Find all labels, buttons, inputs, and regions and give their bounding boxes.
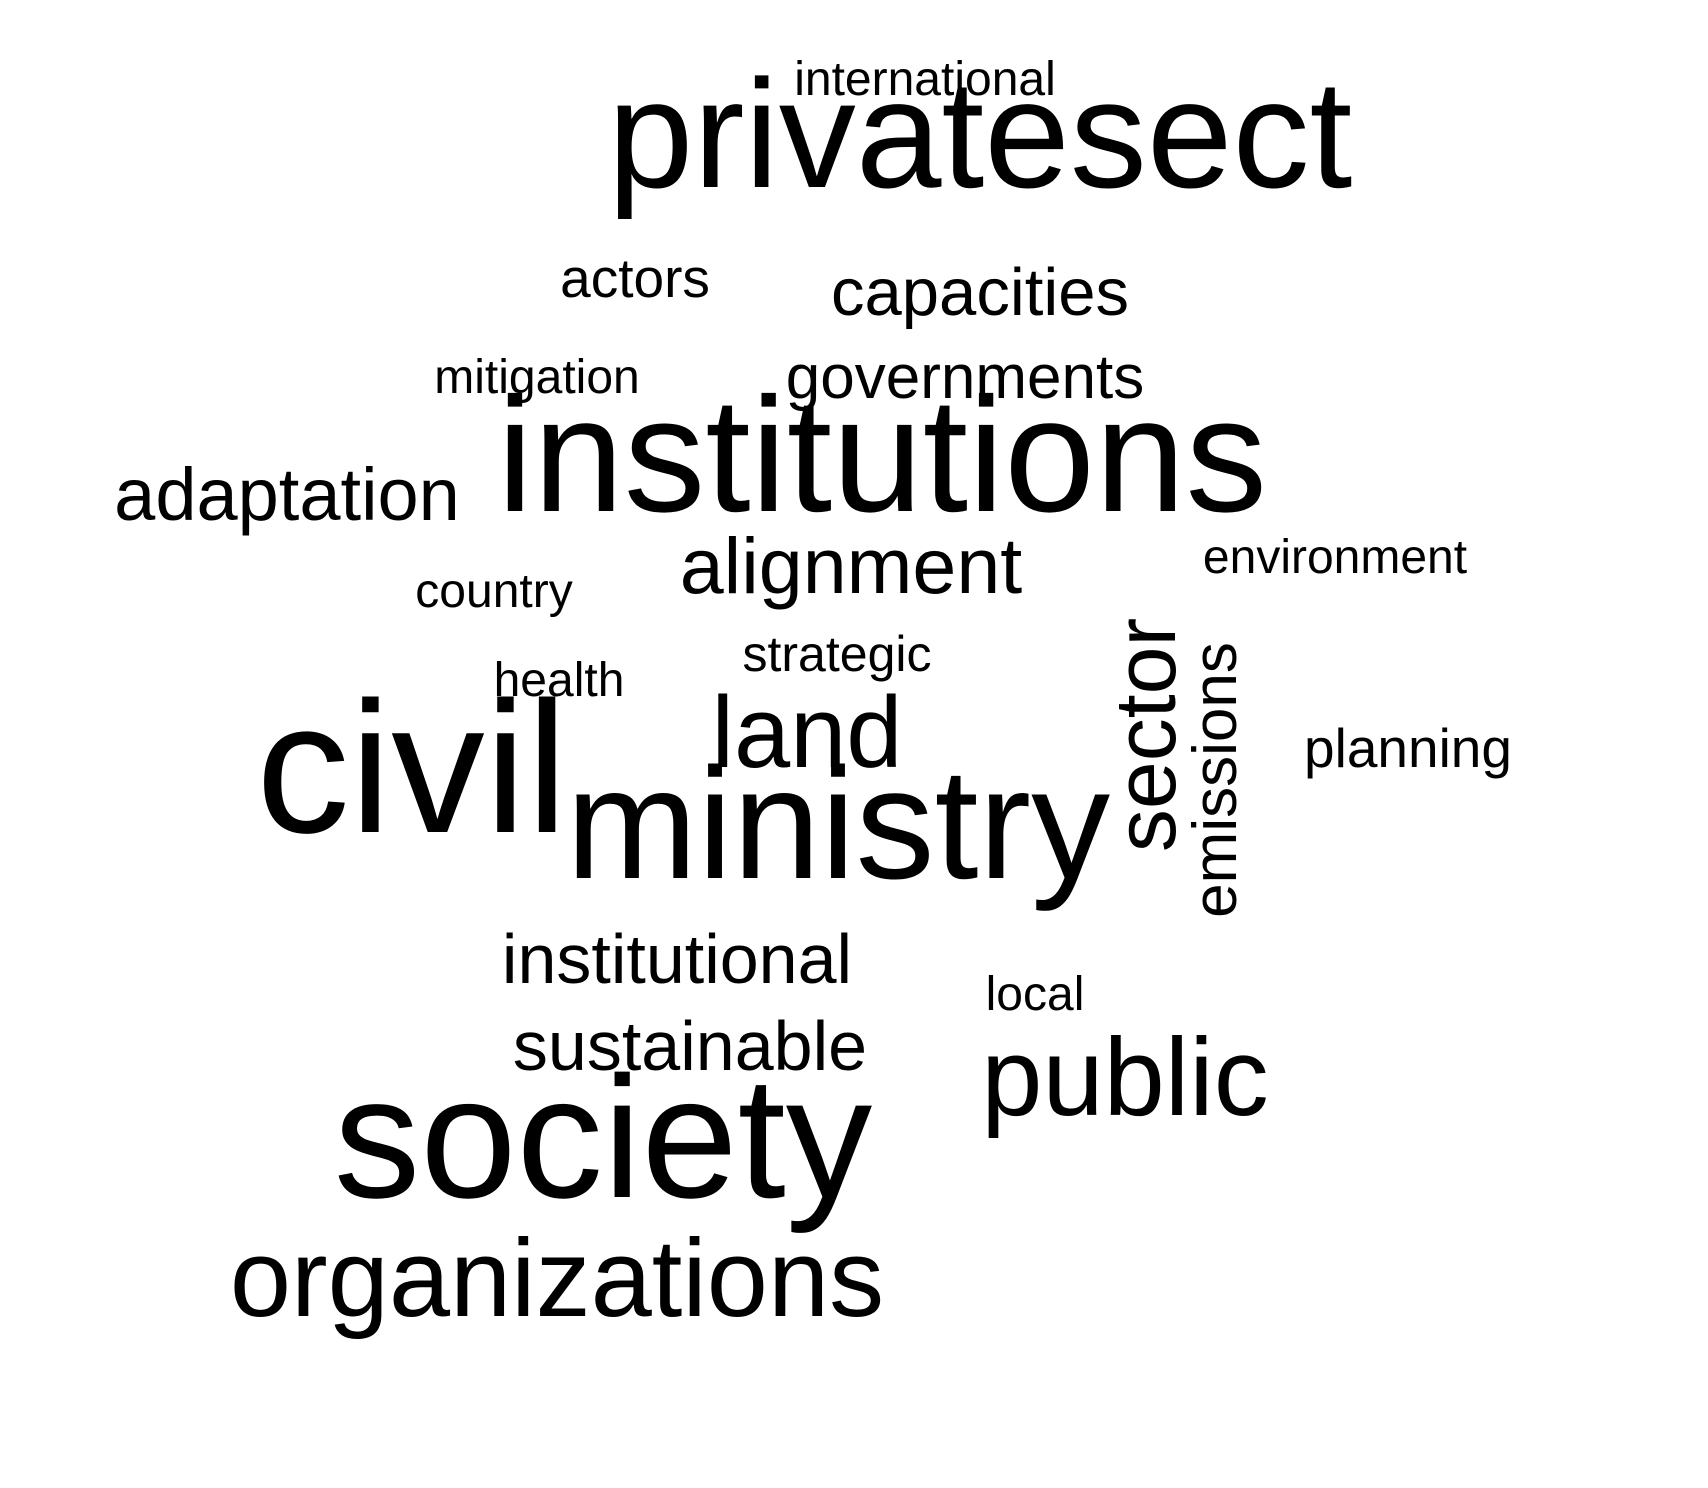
word-civil: civil bbox=[256, 663, 568, 872]
word-environment: environment bbox=[1203, 531, 1467, 584]
word-organizations: organizations bbox=[230, 1217, 884, 1340]
word-land: land bbox=[712, 677, 903, 789]
word-planning: planning bbox=[1304, 717, 1512, 779]
word-governments: governments bbox=[786, 343, 1144, 412]
word-ministry: ministry bbox=[566, 736, 1110, 912]
word-sector: sector bbox=[1098, 618, 1194, 852]
word-country: country bbox=[415, 565, 572, 618]
word-institutions: institutions bbox=[497, 363, 1267, 546]
word-actors: actors bbox=[560, 247, 710, 309]
word-public: public bbox=[981, 1016, 1268, 1139]
word-privatesect: privatesect bbox=[608, 48, 1353, 220]
word-capacities: capacities bbox=[831, 255, 1129, 330]
word-local: local bbox=[986, 968, 1085, 1021]
word-mitigation: mitigation bbox=[434, 351, 639, 404]
word-adaptation: adaptation bbox=[114, 453, 460, 536]
word-society: society bbox=[334, 1040, 873, 1234]
word-health: health bbox=[494, 654, 625, 707]
word-institutional: institutional bbox=[502, 920, 852, 998]
word-international: international bbox=[794, 53, 1056, 106]
word-strategic: strategic bbox=[743, 626, 932, 682]
word-alignment: alignment bbox=[680, 521, 1023, 610]
word-sustainable: sustainable bbox=[513, 1007, 867, 1085]
word-emissions: emissions bbox=[1181, 642, 1250, 918]
